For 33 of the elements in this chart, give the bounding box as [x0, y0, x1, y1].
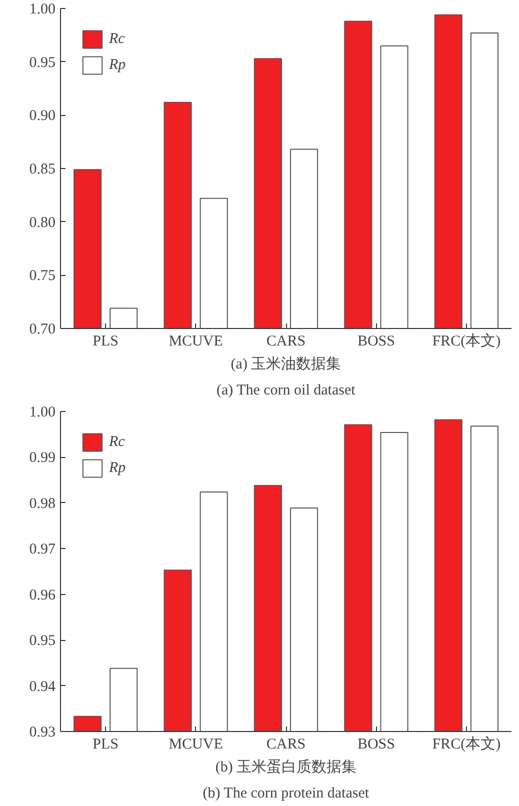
x-tick-label: CARS [266, 736, 306, 752]
x-tick-label: BOSS [357, 736, 395, 752]
legend-label: Rc [109, 434, 126, 450]
text: (a) The corn oil dataset [216, 382, 356, 398]
y-tick-label: 0.93 [29, 724, 56, 740]
y-tick-label: 0.80 [29, 214, 56, 231]
x-tick-label: FRC(本文) [432, 736, 501, 752]
y-tick-label: 0.95 [29, 633, 56, 650]
y-tick-label: 1.00 [29, 404, 56, 420]
legend-label: Rp [109, 460, 127, 476]
y-tick-label: 0.99 [29, 450, 56, 466]
x-tick-label: MCUVE [168, 334, 223, 350]
x-tick-label: MCUVE [168, 736, 223, 752]
legend-label: Rp [109, 56, 127, 74]
y-tick-label: 0.70 [29, 322, 56, 338]
y-tick-label: 0.85 [29, 162, 56, 178]
legend-label: Rc [109, 30, 126, 48]
x-tick-label: BOSS [357, 334, 395, 350]
x-tick-label: PLS [92, 736, 119, 752]
y-tick-label: 0.97 [29, 542, 56, 558]
y-tick-label: 0.94 [29, 678, 56, 695]
y-tick-label: 0.90 [29, 108, 56, 124]
x-axis-title: (a) 玉米油数据集 [230, 356, 342, 372]
x-tick-label: CARS [266, 334, 306, 350]
text: (b) The corn protein dataset [202, 786, 370, 802]
y-tick-label: 0.75 [29, 268, 56, 284]
x-tick-label: PLS [92, 334, 119, 350]
x-axis-title: (b) 玉米蛋白质数据集 [215, 758, 357, 776]
y-tick-label: 0.95 [29, 54, 56, 71]
y-tick-label: 0.96 [29, 587, 56, 604]
y-tick-label: 1.00 [29, 2, 56, 18]
y-tick-label: 0.98 [29, 496, 56, 512]
x-tick-label: FRC(本文) [432, 332, 501, 350]
